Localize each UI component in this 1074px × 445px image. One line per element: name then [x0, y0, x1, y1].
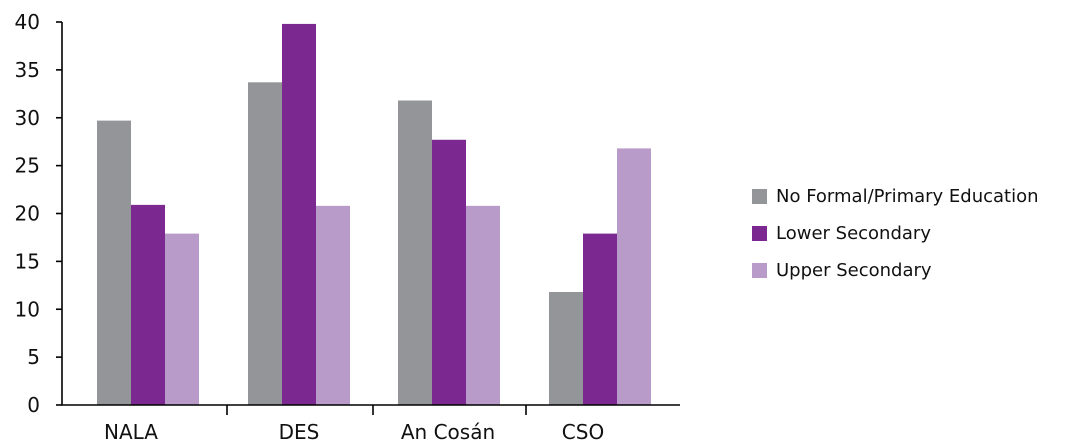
legend: No Formal/Primary Education Lower Second… — [752, 178, 1070, 289]
legend-swatch-no-formal — [752, 189, 767, 204]
bar-cso-series-1 — [583, 233, 617, 405]
y-tick-label: 5 — [27, 345, 40, 369]
legend-swatch-upper-secondary — [752, 263, 767, 278]
x-axis-ticks: NALA DES An Cosán CSO — [104, 405, 604, 444]
bar-des-series-2 — [316, 205, 350, 405]
legend-label-upper-secondary: Upper Secondary — [776, 260, 932, 281]
bars-group — [97, 23, 651, 405]
bar-nala-series-0 — [97, 120, 131, 405]
legend-label-no-formal: No Formal/Primary Education — [776, 186, 1039, 207]
legend-item-lower-secondary: Lower Secondary — [752, 215, 1070, 252]
y-tick-label: 10 — [15, 297, 40, 321]
bar-nala-series-1 — [131, 204, 165, 405]
y-tick-label: 25 — [15, 154, 40, 178]
y-tick-label: 15 — [15, 249, 40, 273]
y-tick-label: 40 — [15, 10, 40, 34]
x-category-label: CSO — [562, 420, 604, 444]
y-axis-ticks: 0 5 10 15 20 25 30 35 40 — [15, 10, 62, 417]
y-tick-label: 20 — [15, 202, 40, 226]
bar-an-cos-n-series-0 — [398, 100, 432, 405]
y-tick-label: 0 — [27, 393, 40, 417]
bar-cso-series-0 — [549, 292, 583, 405]
x-category-label: NALA — [104, 420, 158, 444]
bar-cso-series-2 — [617, 148, 651, 405]
legend-item-no-formal: No Formal/Primary Education — [752, 178, 1070, 215]
bar-an-cos-n-series-1 — [432, 139, 466, 405]
bar-an-cos-n-series-2 — [466, 205, 500, 405]
bar-des-series-1 — [282, 23, 316, 405]
x-category-label: DES — [279, 420, 320, 444]
bar-des-series-0 — [248, 82, 282, 405]
legend-label-lower-secondary: Lower Secondary — [776, 223, 931, 244]
y-tick-label: 30 — [15, 106, 40, 130]
legend-item-upper-secondary: Upper Secondary — [752, 252, 1070, 289]
y-tick-label: 35 — [15, 58, 40, 82]
legend-swatch-lower-secondary — [752, 226, 767, 241]
x-category-label: An Cosán — [401, 420, 495, 444]
bar-nala-series-2 — [165, 233, 199, 405]
